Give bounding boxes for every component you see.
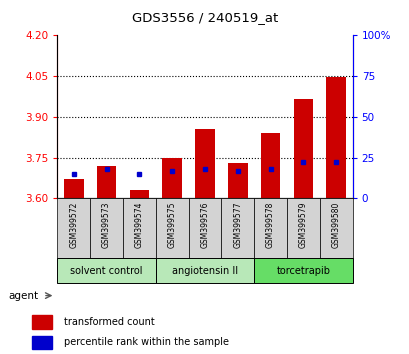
Bar bbox=[97, 166, 116, 198]
Text: GSM399572: GSM399572 bbox=[69, 201, 78, 248]
Bar bbox=[57, 258, 155, 283]
Bar bbox=[188, 198, 221, 258]
Text: GSM399576: GSM399576 bbox=[200, 201, 209, 248]
Text: agent: agent bbox=[8, 291, 38, 301]
Text: GSM399578: GSM399578 bbox=[265, 201, 274, 248]
Bar bbox=[129, 190, 149, 198]
Bar bbox=[155, 258, 254, 283]
Bar bbox=[326, 78, 345, 198]
Text: GSM399575: GSM399575 bbox=[167, 201, 176, 248]
Text: GSM399577: GSM399577 bbox=[233, 201, 242, 248]
Bar bbox=[260, 133, 280, 198]
Bar bbox=[319, 198, 352, 258]
Bar bbox=[254, 258, 352, 283]
Bar bbox=[90, 198, 123, 258]
Text: percentile rank within the sample: percentile rank within the sample bbox=[63, 337, 228, 348]
Bar bbox=[286, 198, 319, 258]
Text: GSM399579: GSM399579 bbox=[298, 201, 307, 248]
Bar bbox=[32, 315, 52, 329]
Text: angiotensin II: angiotensin II bbox=[171, 266, 238, 276]
Text: transformed count: transformed count bbox=[63, 317, 154, 327]
Text: GSM399574: GSM399574 bbox=[135, 201, 144, 248]
Bar bbox=[64, 179, 83, 198]
Bar bbox=[254, 198, 286, 258]
Bar bbox=[57, 198, 90, 258]
Bar bbox=[123, 198, 155, 258]
Bar bbox=[162, 158, 182, 198]
Bar bbox=[195, 129, 214, 198]
Text: GSM399580: GSM399580 bbox=[331, 201, 340, 248]
Bar bbox=[32, 336, 52, 349]
Text: GDS3556 / 240519_at: GDS3556 / 240519_at bbox=[132, 11, 277, 24]
Bar bbox=[155, 198, 188, 258]
Bar bbox=[227, 163, 247, 198]
Text: solvent control: solvent control bbox=[70, 266, 142, 276]
Text: torcetrapib: torcetrapib bbox=[276, 266, 330, 276]
Text: GSM399573: GSM399573 bbox=[102, 201, 111, 248]
Bar bbox=[221, 198, 254, 258]
Bar bbox=[293, 99, 312, 198]
